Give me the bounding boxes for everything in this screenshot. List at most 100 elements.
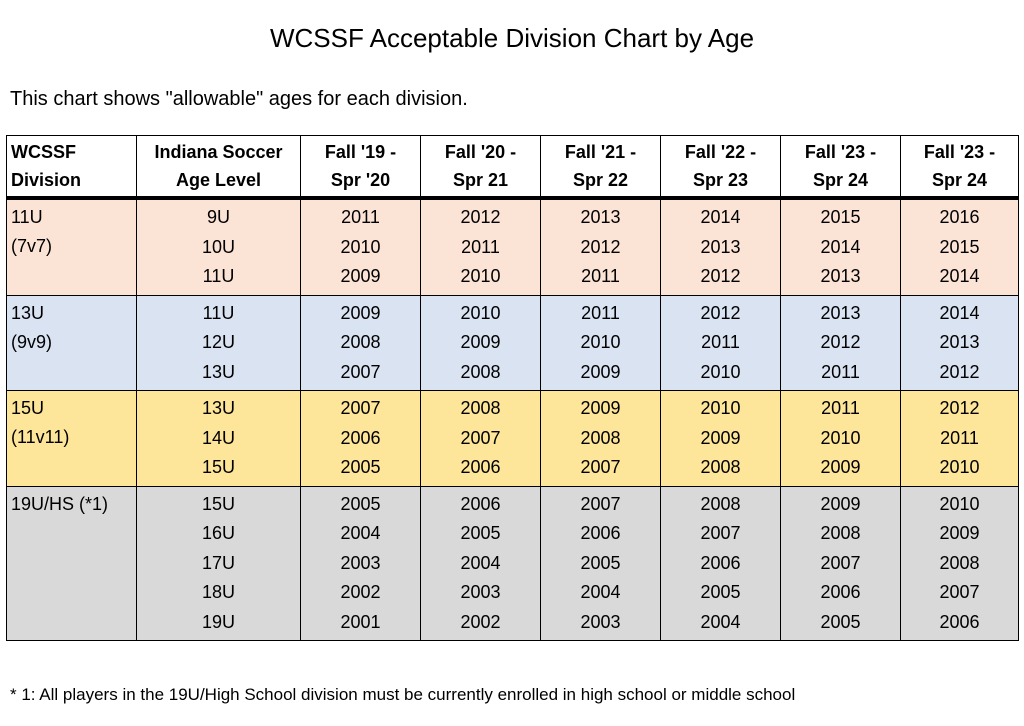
birth-year-value: 2008 bbox=[340, 332, 381, 352]
header-line: Age Level bbox=[175, 170, 262, 190]
age-level-value: 13U bbox=[201, 361, 236, 382]
birth-year-value: 2012 bbox=[820, 332, 861, 352]
season-years-cell: 2011 2010 2009 bbox=[780, 390, 901, 487]
header-line: Fall '23 - bbox=[804, 142, 877, 162]
birth-year-value: 2009 bbox=[340, 266, 381, 286]
header-line: Fall '23 - bbox=[923, 142, 996, 162]
birth-year-value: 2006 bbox=[580, 523, 621, 543]
header-season: Fall '22 - Spr 23 bbox=[660, 135, 781, 200]
division-cell: 11U (7v7) bbox=[6, 198, 137, 296]
birth-year-value: 2011 bbox=[461, 236, 500, 257]
season-years-cell: 2009 2008 2007 2006 2005 bbox=[780, 486, 901, 641]
season-years-cell: 2011 2010 2009 bbox=[300, 198, 421, 296]
birth-year-value: 2007 bbox=[580, 457, 621, 477]
birth-year-value: 2014 bbox=[939, 266, 980, 286]
division-cell: 15U (11v11) bbox=[6, 390, 137, 487]
birth-year-value: 2016 bbox=[939, 207, 980, 227]
page-title: WCSSF Acceptable Division Chart by Age bbox=[269, 23, 755, 53]
birth-year-value: 2005 bbox=[820, 611, 861, 632]
birth-year-value: 2013 bbox=[580, 207, 621, 227]
birth-year-value: 2011 bbox=[701, 332, 740, 352]
birth-year-value: 2011 bbox=[581, 302, 620, 323]
header-row: WCSSF Division Indiana Soccer Age Level Fall… bbox=[6, 135, 1019, 200]
birth-year-value: 2010 bbox=[820, 427, 861, 448]
birth-year-value: 2006 bbox=[820, 582, 861, 602]
age-level-value: 16U bbox=[201, 523, 236, 543]
birth-year-value: 2007 bbox=[939, 582, 980, 602]
birth-year-value: 2012 bbox=[700, 266, 741, 286]
birth-year-value: 2007 bbox=[820, 552, 861, 573]
header-division: WCSSF Division bbox=[6, 135, 137, 200]
birth-year-value: 2011 bbox=[821, 398, 860, 418]
birth-year-value: 2007 bbox=[700, 523, 741, 543]
birth-year-value: 2012 bbox=[700, 302, 741, 323]
division-label: 19U/HS (*1) bbox=[11, 493, 109, 514]
birth-year-value: 2008 bbox=[700, 457, 741, 477]
birth-year-value: 2009 bbox=[580, 361, 621, 382]
season-years-cell: 2009 2008 2007 bbox=[540, 390, 661, 487]
age-level-cell: 15U 16U 17U 18U 19U bbox=[136, 486, 301, 641]
birth-year-value: 2007 bbox=[340, 361, 381, 382]
birth-year-value: 2013 bbox=[820, 266, 861, 286]
birth-year-value: 2012 bbox=[939, 361, 980, 382]
season-years-cell: 2009 2008 2007 bbox=[300, 295, 421, 391]
header-line: Spr 24 bbox=[931, 170, 988, 190]
age-level-cell: 9U 10U 11U bbox=[136, 198, 301, 296]
birth-year-value: 2013 bbox=[820, 302, 861, 323]
birth-year-value: 2004 bbox=[340, 523, 381, 543]
division-group-row: 19U/HS (*1) 15U 16U 17U 18U 19U 2005 2004 2003 20… bbox=[6, 486, 1019, 641]
birth-year-value: 2004 bbox=[700, 611, 741, 632]
birth-year-value: 2010 bbox=[939, 457, 980, 477]
age-level-value: 17U bbox=[201, 552, 236, 573]
age-level-value: 12U bbox=[201, 332, 236, 352]
birth-year-value: 2011 bbox=[341, 207, 380, 227]
birth-year-value: 2005 bbox=[460, 523, 501, 543]
division-label: 13U bbox=[11, 302, 45, 323]
birth-year-value: 2003 bbox=[460, 582, 501, 602]
birth-year-value: 2002 bbox=[460, 611, 501, 632]
season-years-cell: 2012 2011 2010 bbox=[660, 295, 781, 391]
birth-year-value: 2007 bbox=[460, 427, 501, 448]
birth-year-value: 2006 bbox=[460, 493, 501, 514]
birth-year-value: 2009 bbox=[820, 493, 861, 514]
header-line: Fall '22 - bbox=[684, 142, 757, 162]
birth-year-value: 2011 bbox=[940, 427, 979, 448]
season-years-cell: 2014 2013 2012 bbox=[660, 198, 781, 296]
birth-year-value: 2008 bbox=[700, 493, 741, 514]
birth-year-value: 2011 bbox=[581, 266, 620, 286]
season-years-cell: 2010 2009 2008 bbox=[660, 390, 781, 487]
header-line: Spr 23 bbox=[692, 170, 749, 190]
season-years-cell: 2012 2011 2010 bbox=[900, 390, 1019, 487]
age-level-cell: 13U 14U 15U bbox=[136, 390, 301, 487]
division-label: (11v11) bbox=[11, 427, 70, 447]
division-group-row: 13U (9v9) 11U 12U 13U 2009 2008 2007 2010 2009 200… bbox=[6, 295, 1019, 391]
birth-year-value: 2008 bbox=[580, 427, 621, 448]
header-line: Fall '21 - bbox=[564, 142, 637, 162]
age-level-value: 19U bbox=[201, 611, 236, 632]
birth-year-value: 2011 bbox=[821, 361, 860, 382]
division-chart-table: WCSSF Division Indiana Soccer Age Level Fall… bbox=[6, 135, 1019, 641]
birth-year-value: 2010 bbox=[700, 398, 741, 418]
birth-year-value: 2008 bbox=[460, 398, 501, 418]
birth-year-value: 2009 bbox=[460, 332, 501, 352]
birth-year-value: 2009 bbox=[340, 302, 381, 323]
birth-year-value: 2012 bbox=[460, 207, 501, 227]
birth-year-value: 2006 bbox=[700, 552, 741, 573]
birth-year-value: 2007 bbox=[580, 493, 621, 514]
birth-year-value: 2010 bbox=[580, 332, 621, 352]
age-level-value: 11U bbox=[202, 266, 235, 286]
birth-year-value: 2005 bbox=[340, 493, 381, 514]
birth-year-value: 2005 bbox=[580, 552, 621, 573]
header-line: WCSSF bbox=[11, 142, 76, 162]
birth-year-value: 2012 bbox=[580, 236, 621, 257]
header-line: Indiana Soccer bbox=[154, 142, 283, 162]
season-years-cell: 2014 2013 2012 bbox=[900, 295, 1019, 391]
header-season: Fall '19 - Spr '20 bbox=[300, 135, 421, 200]
subtitle: This chart shows "allowable" ages for ea… bbox=[10, 88, 468, 110]
header-line: Spr '20 bbox=[330, 170, 391, 190]
header-age-level: Indiana Soccer Age Level bbox=[136, 135, 301, 200]
division-cell: 13U (9v9) bbox=[6, 295, 137, 391]
age-level-value: 11U bbox=[202, 302, 235, 323]
birth-year-value: 2010 bbox=[700, 361, 741, 382]
header-line: Spr 21 bbox=[452, 170, 509, 190]
